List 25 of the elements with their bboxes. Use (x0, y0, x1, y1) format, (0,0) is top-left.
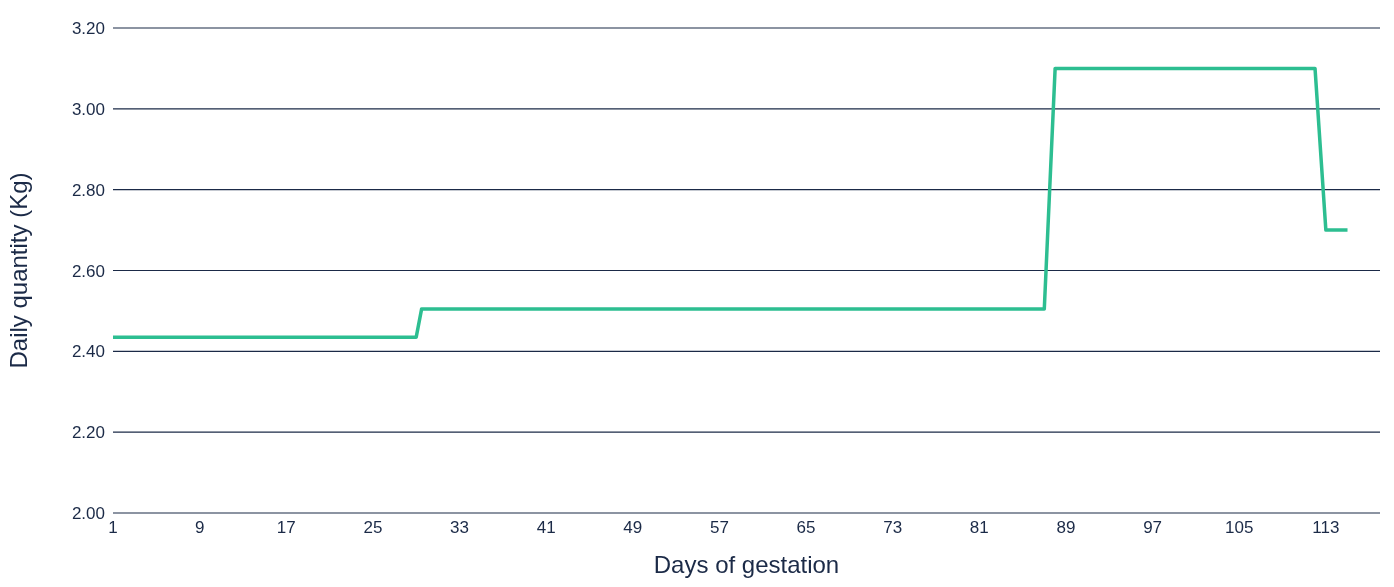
y-tick-label: 2.60 (71, 261, 105, 281)
y-tick-label: 2.40 (71, 342, 105, 362)
x-tick-label: 33 (450, 518, 469, 538)
x-tick-label: 89 (1056, 518, 1076, 538)
y-axis-title: Daily quantity (Kg) (4, 172, 32, 369)
x-tick-label: 113 (1312, 518, 1340, 538)
x-tick-label: 105 (1225, 518, 1254, 538)
x-tick-label: 1 (108, 518, 118, 538)
x-tick-label: 49 (623, 518, 643, 538)
y-tick-label: 3.00 (71, 99, 105, 119)
x-tick-label: 81 (969, 518, 989, 538)
y-tick-label: 2.80 (71, 180, 105, 200)
x-tick-label: 25 (363, 518, 383, 538)
x-tick-label: 73 (883, 518, 903, 538)
y-tick-label: 3.20 (71, 19, 105, 39)
y-tick-label: 2.00 (71, 504, 105, 524)
x-tick-label: 57 (709, 518, 729, 538)
x-tick-label: 65 (796, 518, 816, 538)
y-tick-label: 2.20 (71, 423, 105, 443)
line-series (113, 66, 1350, 339)
x-tick-label: 41 (536, 518, 556, 538)
x-axis-title: Days of gestation (653, 551, 840, 578)
x-tick-label: 97 (1143, 518, 1163, 538)
x-tick-label: 9 (194, 518, 205, 538)
x-tick-label: 17 (276, 518, 296, 538)
